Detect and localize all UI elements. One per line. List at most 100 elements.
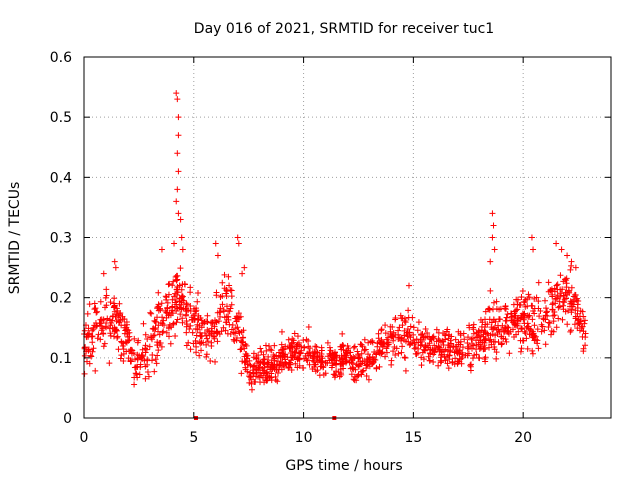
data-point xyxy=(237,346,244,353)
data-point xyxy=(253,365,260,372)
data-point xyxy=(536,313,543,320)
data-point xyxy=(498,340,505,347)
data-point xyxy=(289,344,296,351)
data-point xyxy=(234,324,241,331)
data-point xyxy=(545,279,552,286)
data-point xyxy=(352,366,359,373)
data-point xyxy=(171,240,178,247)
x-tick-label: 10 xyxy=(295,430,313,446)
data-point xyxy=(134,339,141,346)
data-point xyxy=(568,327,575,334)
data-point xyxy=(558,246,565,253)
data-point xyxy=(473,346,480,353)
data-point xyxy=(477,345,484,352)
data-point xyxy=(358,350,365,357)
data-point xyxy=(206,332,213,339)
data-point xyxy=(187,302,194,309)
data-point xyxy=(271,342,278,349)
data-point xyxy=(163,314,170,321)
data-point xyxy=(159,314,166,321)
data-point xyxy=(92,305,99,312)
data-point xyxy=(371,349,378,356)
data-point xyxy=(311,350,318,357)
data-point xyxy=(173,198,180,205)
data-point xyxy=(158,246,165,253)
data-point xyxy=(257,345,264,352)
data-point xyxy=(89,333,96,340)
data-point xyxy=(535,345,542,352)
data-point xyxy=(554,292,561,299)
data-point xyxy=(365,376,372,383)
data-point xyxy=(278,328,285,335)
data-point xyxy=(388,361,395,368)
data-point xyxy=(175,114,182,121)
data-point xyxy=(220,308,227,315)
data-point xyxy=(153,319,160,326)
data-point xyxy=(486,305,493,312)
data-point xyxy=(484,330,491,337)
data-point xyxy=(212,240,219,247)
data-point xyxy=(250,350,257,357)
data-point xyxy=(525,291,532,298)
data-point xyxy=(395,331,402,338)
data-point xyxy=(111,295,118,302)
data-point xyxy=(91,306,98,313)
data-point xyxy=(93,309,100,316)
data-point xyxy=(282,353,289,360)
data-point xyxy=(526,331,533,338)
data-point xyxy=(173,319,180,326)
data-point xyxy=(535,298,542,305)
data-point xyxy=(169,296,176,303)
data-point xyxy=(500,335,507,342)
data-point xyxy=(467,362,474,369)
data-point xyxy=(178,234,185,241)
data-point xyxy=(290,339,297,346)
data-point xyxy=(109,313,116,320)
x-tick-label: 20 xyxy=(514,430,532,446)
data-point xyxy=(350,376,357,383)
data-point xyxy=(258,348,265,355)
data-point xyxy=(228,293,235,300)
data-point xyxy=(273,352,280,359)
data-point xyxy=(292,349,299,356)
y-tick-label: 0.4 xyxy=(50,170,72,186)
data-point xyxy=(94,335,101,342)
data-point xyxy=(240,327,247,334)
data-point xyxy=(133,370,140,377)
data-point xyxy=(103,292,110,299)
data-point xyxy=(234,234,241,241)
data-point xyxy=(119,343,126,350)
data-point xyxy=(318,344,325,351)
y-tick-label: 0.5 xyxy=(50,110,72,126)
data-point xyxy=(574,325,581,332)
data-point xyxy=(438,352,445,359)
data-point xyxy=(331,349,338,356)
data-point xyxy=(531,322,538,329)
data-point xyxy=(579,333,586,340)
data-point xyxy=(154,342,161,349)
data-point xyxy=(329,362,336,369)
data-point xyxy=(442,357,449,364)
data-point xyxy=(361,336,368,343)
data-point xyxy=(420,356,427,363)
data-point xyxy=(521,320,528,327)
data-point xyxy=(422,326,429,333)
data-point xyxy=(125,355,132,362)
data-point xyxy=(495,316,502,323)
data-point xyxy=(171,293,178,300)
data-point xyxy=(550,328,557,335)
data-point xyxy=(219,279,226,286)
data-point xyxy=(531,310,538,317)
data-point xyxy=(513,307,520,314)
data-point xyxy=(107,299,114,306)
data-point xyxy=(455,358,462,365)
data-point xyxy=(219,301,226,308)
data-point xyxy=(98,327,105,334)
data-point xyxy=(490,299,497,306)
data-point xyxy=(175,132,182,139)
data-point xyxy=(214,309,221,316)
data-point xyxy=(343,358,350,365)
data-point xyxy=(580,313,587,320)
data-point xyxy=(254,360,261,367)
data-point xyxy=(239,358,246,365)
